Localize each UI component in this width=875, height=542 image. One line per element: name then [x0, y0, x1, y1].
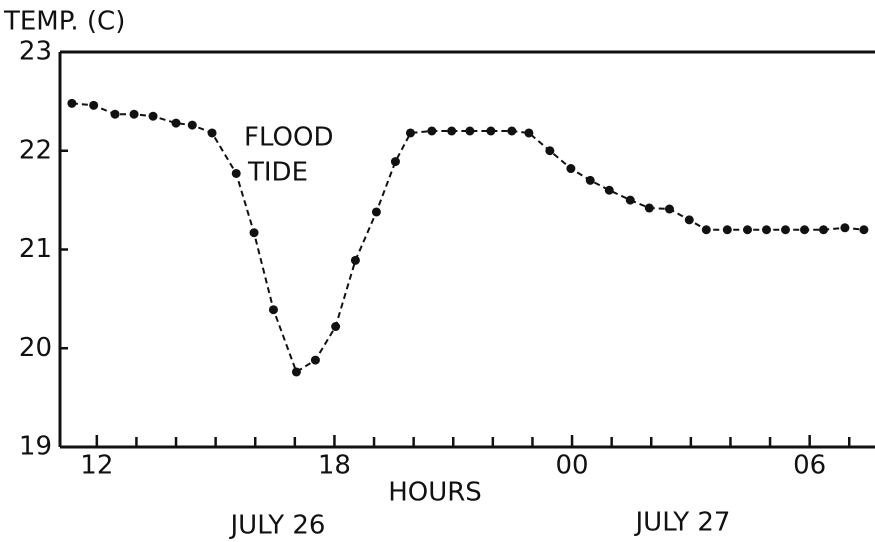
x-tick-label: 06 — [793, 451, 826, 481]
data-point — [405, 128, 415, 138]
data-point — [129, 109, 139, 119]
data-point — [231, 168, 241, 178]
x-axis-label: HOURS — [388, 478, 482, 508]
data-point — [148, 111, 158, 121]
data-point — [350, 255, 360, 265]
x-tick-label: 00 — [556, 451, 589, 481]
y-tick-label: 21 — [19, 234, 52, 264]
data-point — [291, 367, 301, 377]
data-point — [268, 305, 278, 315]
data-point — [644, 203, 654, 213]
date-label: JULY 27 — [634, 508, 731, 538]
y-tick-label: 22 — [19, 135, 52, 165]
data-point — [545, 146, 555, 156]
x-tick-label: 12 — [80, 451, 113, 481]
data-point — [664, 204, 674, 214]
data-point — [840, 223, 850, 233]
data-line — [71, 102, 865, 374]
data-point — [761, 225, 771, 235]
data-point — [89, 100, 99, 110]
y-tick-label: 20 — [19, 333, 52, 363]
data-point — [722, 225, 732, 235]
data-point — [781, 225, 791, 235]
annotation: FLOOD — [244, 123, 333, 153]
y-axis-label: TEMP. (C) — [3, 7, 125, 37]
data-point — [371, 207, 381, 217]
data-point — [524, 128, 534, 138]
data-point — [447, 126, 457, 136]
data-point — [331, 322, 341, 332]
y-tick-label: 23 — [19, 37, 52, 67]
data-point — [67, 98, 77, 108]
date-label: JULY 26 — [229, 511, 326, 541]
x-tick-label: 18 — [318, 451, 351, 481]
data-point — [110, 109, 120, 119]
data-point — [566, 164, 576, 174]
data-point — [819, 225, 829, 235]
data-point — [486, 126, 496, 136]
data-point — [390, 157, 400, 167]
data-point — [625, 195, 635, 205]
annotation: TIDE — [247, 158, 308, 188]
data-point — [684, 215, 694, 225]
data-point — [249, 228, 259, 238]
data-point — [171, 118, 181, 128]
data-point — [800, 225, 810, 235]
data-point — [859, 225, 869, 235]
y-tick-label: 19 — [19, 432, 52, 462]
data-point — [585, 175, 595, 185]
data-point — [465, 126, 475, 136]
data-point — [187, 120, 197, 130]
data-point — [310, 355, 320, 365]
data-point — [701, 225, 711, 235]
data-point — [604, 185, 614, 195]
data-point — [742, 225, 752, 235]
data-point — [427, 126, 437, 136]
data-point — [207, 128, 217, 138]
data-point — [507, 126, 517, 136]
